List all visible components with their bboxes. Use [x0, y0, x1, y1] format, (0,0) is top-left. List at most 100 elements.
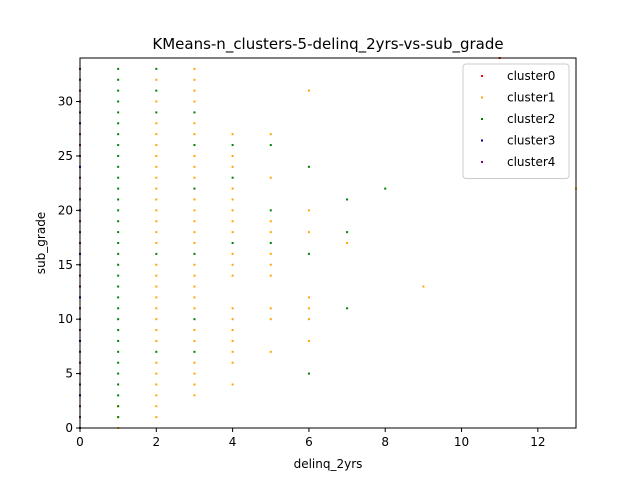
data-point-cluster1-38: [193, 296, 196, 299]
x-axis-ticks: 0 2 4 6 8 10 12: [76, 428, 545, 449]
data-point-cluster1-19: [155, 220, 158, 223]
data-point-cluster1-6: [155, 383, 158, 386]
legend-label-cluster2: cluster2: [507, 112, 555, 126]
x-tick-label-0: 0: [76, 435, 84, 449]
x-tick-label-3: 6: [305, 435, 313, 449]
data-point-cluster2-39: [193, 318, 196, 321]
data-point-cluster2-41: [193, 187, 196, 190]
data-point-cluster1-14: [155, 285, 158, 288]
data-point-cluster2-13: [117, 274, 120, 277]
data-point-cluster1-91: [346, 242, 349, 244]
x-tick-label-5: 10: [454, 435, 469, 449]
data-point-cluster2-14: [117, 263, 120, 266]
legend-label-cluster0: cluster0: [507, 69, 555, 83]
data-point-cluster1-45: [193, 209, 196, 212]
data-point-cluster1-46: [193, 198, 196, 201]
data-point-cluster1-72: [231, 154, 234, 157]
data-point-cluster2-36: [155, 89, 158, 92]
data-point-cluster1-66: [231, 231, 234, 234]
data-point-cluster1-15: [155, 274, 158, 277]
data-point-cluster2-53: [346, 307, 349, 310]
data-point-cluster2-29: [117, 100, 120, 103]
data-point-cluster1-18: [155, 231, 158, 234]
legend-label-cluster3: cluster3: [507, 134, 555, 148]
data-point-cluster1-3: [155, 416, 158, 419]
y-tick-label-2: 10: [58, 312, 73, 326]
data-point-cluster2-33: [155, 350, 158, 353]
data-point-cluster1-22: [155, 187, 158, 190]
data-point-cluster1-56: [231, 383, 234, 386]
data-point-cluster1-81: [269, 220, 272, 223]
y-axis-ticks: 0 5 10 15 20 25 30: [58, 95, 80, 435]
data-point-cluster2-45: [231, 176, 234, 179]
data-point-cluster1-50: [193, 133, 196, 136]
data-point-cluster1-33: [193, 372, 196, 375]
data-point-cluster2-7: [117, 339, 120, 342]
data-point-cluster1-44: [193, 220, 196, 223]
data-point-cluster2-44: [231, 242, 234, 244]
data-point-cluster1-71: [231, 165, 234, 168]
data-point-cluster2-43: [193, 111, 196, 114]
data-point-cluster1-67: [231, 220, 234, 223]
data-point-cluster1-7: [155, 372, 158, 375]
x-tick-label-2: 4: [229, 435, 237, 449]
data-point-cluster1-31: [193, 394, 196, 397]
y-axis-label: sub_grade: [34, 212, 48, 274]
plot-frame: [79, 57, 577, 429]
data-point-cluster1-28: [155, 122, 158, 125]
data-point-cluster1-11: [155, 318, 158, 321]
data-point-cluster1-57: [231, 361, 234, 364]
data-point-cluster2-28: [117, 111, 120, 114]
data-point-cluster1-48: [193, 165, 196, 168]
x-tick-label-6: 12: [530, 435, 545, 449]
chart-title: KMeans-n_clusters-5-delinq_2yrs-vs-sub_g…: [152, 35, 503, 54]
data-point-cluster2-0: [117, 416, 120, 419]
data-point-cluster2-3: [117, 383, 120, 386]
data-point-cluster2-6: [117, 350, 120, 353]
data-point-cluster1-58: [231, 350, 234, 353]
data-point-cluster1-61: [231, 318, 234, 321]
data-point-cluster1-17: [155, 242, 158, 244]
data-point-cluster2-52: [307, 165, 310, 168]
legend-label-cluster4: cluster4: [507, 155, 555, 169]
legend-marker-cluster4: [481, 161, 483, 163]
y-tick-label-3: 15: [58, 258, 73, 272]
data-point-cluster1-80: [269, 231, 272, 234]
legend-box: [462, 63, 570, 179]
data-point-cluster1-63: [231, 274, 234, 277]
data-point-cluster1-68: [231, 209, 234, 212]
data-point-cluster1-51: [193, 122, 196, 125]
data-point-cluster2-26: [117, 133, 120, 136]
data-point-cluster1-62: [231, 307, 234, 310]
data-point-cluster1-39: [193, 285, 196, 288]
data-point-cluster1-59: [231, 339, 234, 342]
data-point-cluster1-23: [155, 176, 158, 179]
data-point-cluster2-49: [269, 144, 272, 147]
data-point-cluster2-50: [307, 372, 310, 375]
data-point-cluster1-84: [307, 339, 310, 342]
legend-marker-cluster0: [481, 75, 483, 77]
data-point-cluster1-41: [193, 263, 196, 266]
data-point-cluster1-69: [231, 198, 234, 201]
data-point-cluster1-27: [155, 133, 158, 136]
y-tick-label-6: 30: [58, 95, 73, 109]
data-point-cluster2-48: [269, 209, 272, 212]
data-point-cluster2-30: [117, 89, 120, 92]
data-point-cluster1-74: [269, 350, 272, 353]
data-point-cluster2-56: [384, 187, 387, 190]
x-tick-label-4: 8: [381, 435, 389, 449]
legend-marker-cluster1: [481, 96, 483, 99]
data-point-cluster1-5: [155, 394, 158, 397]
data-point-cluster1-21: [155, 198, 158, 201]
data-point-cluster1-78: [269, 263, 272, 266]
data-point-cluster1-53: [193, 89, 196, 92]
data-point-cluster2-21: [117, 187, 120, 190]
data-point-cluster2-10: [117, 307, 120, 310]
data-point-cluster2-32: [117, 67, 120, 70]
data-point-cluster1-16: [155, 263, 158, 266]
data-point-cluster1-26: [155, 144, 158, 147]
data-point-cluster2-15: [117, 252, 120, 255]
legend-marker-cluster3: [481, 139, 483, 142]
data-point-cluster1-36: [193, 329, 196, 332]
data-point-cluster1-90: [307, 89, 310, 92]
